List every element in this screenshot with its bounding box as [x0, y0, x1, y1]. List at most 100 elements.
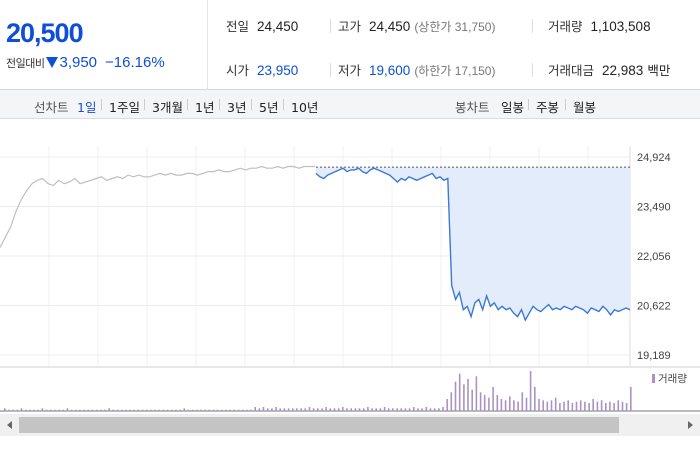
- divider: [528, 99, 529, 110]
- divider: [330, 19, 331, 33]
- period-tab-3m[interactable]: 3개월: [152, 100, 183, 115]
- volume-bar: [87, 409, 90, 411]
- chart-toolbar: 선차트 1일 1주일 3개월 1년 3년 5년 10년 봉차트 일봉 주봉 월봉: [0, 90, 700, 119]
- volume-bar: [354, 408, 357, 411]
- volume-bar: [450, 392, 453, 411]
- volume-bar: [196, 409, 198, 411]
- price-summary: 20,500 전일대비 3,950 −16.16% 전일 24,450 고가 2…: [0, 0, 700, 90]
- volume-bar: [492, 387, 494, 411]
- change-row: 전일대비 3,950 −16.16%: [6, 54, 165, 71]
- volume-bar: [584, 401, 586, 411]
- volume-bar: [375, 408, 377, 411]
- volume-bar: [358, 408, 361, 411]
- volume-panel: 거래량: [0, 366, 700, 412]
- volume-bar: [12, 409, 14, 411]
- volume-bar: [254, 407, 256, 411]
- divider: [532, 63, 533, 77]
- volume-bar: [379, 408, 382, 411]
- period-tab-1w[interactable]: 1주일: [109, 100, 140, 115]
- divider: [330, 63, 331, 77]
- volume-bar: [266, 408, 269, 411]
- volume-bar: [613, 403, 615, 411]
- volume-bar: [287, 408, 290, 411]
- divider: [532, 19, 533, 33]
- volume-bar: [475, 376, 478, 411]
- period-tab-5y[interactable]: 5년: [259, 100, 279, 115]
- volume-bar: [550, 400, 553, 411]
- volume-bar: [458, 373, 461, 411]
- candle-tab-daily[interactable]: 일봉: [501, 100, 525, 115]
- volume-bar: [471, 389, 473, 411]
- volume-bar: [79, 409, 81, 411]
- scroll-left-icon[interactable]: [4, 419, 16, 431]
- volume-bar: [49, 409, 52, 411]
- candle-tab-weekly[interactable]: 주봉: [536, 100, 560, 115]
- stat-turnover: 거래대금 22,983 백만: [548, 63, 671, 78]
- volume-bar: [292, 408, 294, 411]
- volume-bar: [596, 401, 599, 411]
- volume-bar: [513, 400, 515, 411]
- period-tab-10y[interactable]: 10년: [291, 100, 319, 115]
- volume-bar: [41, 408, 44, 411]
- volume-bar: [183, 408, 186, 411]
- volume-legend-label: 거래량: [658, 373, 687, 385]
- volume-bar: [20, 408, 23, 411]
- volume-bar: [271, 408, 273, 411]
- volume-bar: [504, 400, 507, 411]
- volume-bar: [421, 408, 423, 411]
- intraday-price-chart: 24,924 23,490 22,056 20,622 19,189 거래량: [0, 146, 700, 412]
- divider: [187, 99, 188, 110]
- volume-bar: [479, 392, 482, 411]
- scrollbar-thumb[interactable]: [19, 417, 619, 433]
- volume-bar: [446, 399, 448, 411]
- today-area: [316, 166, 630, 321]
- period-tab-1y[interactable]: 1년: [195, 100, 215, 115]
- volume-bar: [112, 409, 115, 411]
- volume-bar: [216, 409, 219, 411]
- volume-bar: [296, 408, 298, 411]
- y-tick-label: 19,189: [637, 350, 671, 362]
- volume-bar: [367, 407, 369, 411]
- stat-volume: 거래량 1,103,508: [548, 19, 651, 34]
- volume-bar: [54, 409, 56, 411]
- volume-bar: [438, 408, 440, 411]
- divider: [283, 99, 284, 110]
- volume-bar: [16, 409, 19, 411]
- divider: [219, 99, 220, 110]
- divider: [251, 99, 252, 110]
- volume-bar: [24, 409, 27, 411]
- volume-bar: [116, 409, 119, 411]
- candle-chart-label: 봉차트: [455, 100, 490, 115]
- volume-bar: [463, 384, 465, 411]
- volume-bar: [45, 409, 48, 411]
- volume-bar: [204, 409, 206, 411]
- volume-bar: [408, 408, 411, 411]
- change-percent: −16.16%: [105, 54, 165, 71]
- volume-bar: [137, 409, 140, 411]
- period-tab-3y[interactable]: 3년: [227, 100, 247, 115]
- scroll-right-icon[interactable]: [684, 419, 696, 431]
- volume-bar: [529, 371, 532, 411]
- today-fill-area: [316, 167, 630, 321]
- y-axis-ticks: 24,924 23,490 22,056 20,622 19,189: [637, 152, 671, 362]
- candle-tab-monthly[interactable]: 월봉: [573, 100, 597, 115]
- current-price: 20,500: [6, 18, 84, 48]
- volume-bar: [145, 409, 148, 411]
- volume-bar: [279, 408, 281, 411]
- volume-bar: [175, 409, 177, 411]
- volume-bar: [100, 409, 102, 411]
- volume-bar: [187, 409, 190, 411]
- volume-bar: [571, 403, 574, 411]
- volume-bar: [400, 408, 403, 411]
- volume-bar: [258, 408, 261, 411]
- volume-bar: [83, 409, 85, 411]
- volume-bar: [433, 408, 436, 411]
- volume-bar: [200, 409, 202, 411]
- volume-bar: [66, 408, 69, 411]
- volume-bar: [617, 400, 620, 411]
- period-tab-1d[interactable]: 1일: [77, 100, 97, 115]
- volume-bar: [70, 409, 73, 411]
- volume-bar: [241, 409, 244, 411]
- volume-bar: [212, 409, 215, 411]
- volume-bar: [325, 407, 327, 411]
